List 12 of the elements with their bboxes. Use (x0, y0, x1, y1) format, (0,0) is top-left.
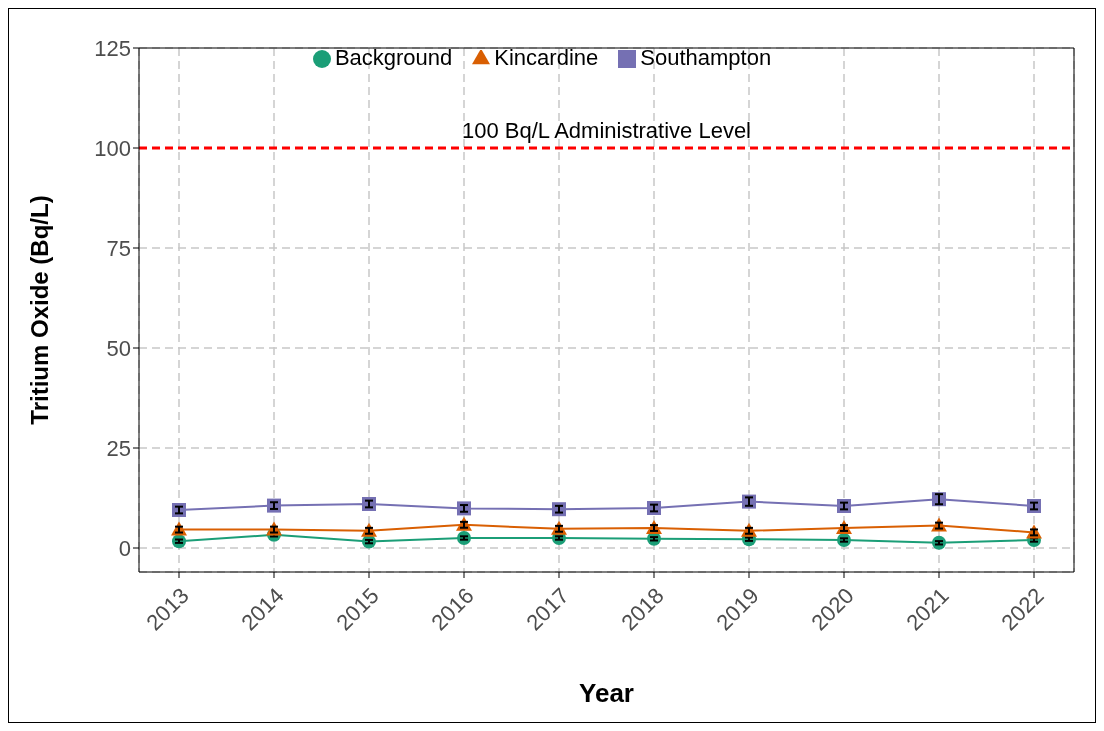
y-tick-label: 50 (106, 335, 131, 361)
y-tick-label: 100 (94, 135, 131, 161)
ref-line-label: 100 Bq/L Administrative Level (461, 118, 752, 143)
legend-label: Southampton (640, 45, 772, 70)
x-axis-title: Year (579, 678, 634, 708)
legend-label: Background (334, 45, 453, 70)
legend-label: Kincardine (494, 45, 599, 70)
y-tick-label: 125 (94, 35, 131, 61)
y-tick-label: 0 (118, 535, 131, 561)
y-tick-label: 25 (106, 435, 131, 461)
y-tick-label: 75 (106, 235, 131, 261)
y-axis-title: Tritium Oxide (Bq/L) (25, 195, 53, 425)
